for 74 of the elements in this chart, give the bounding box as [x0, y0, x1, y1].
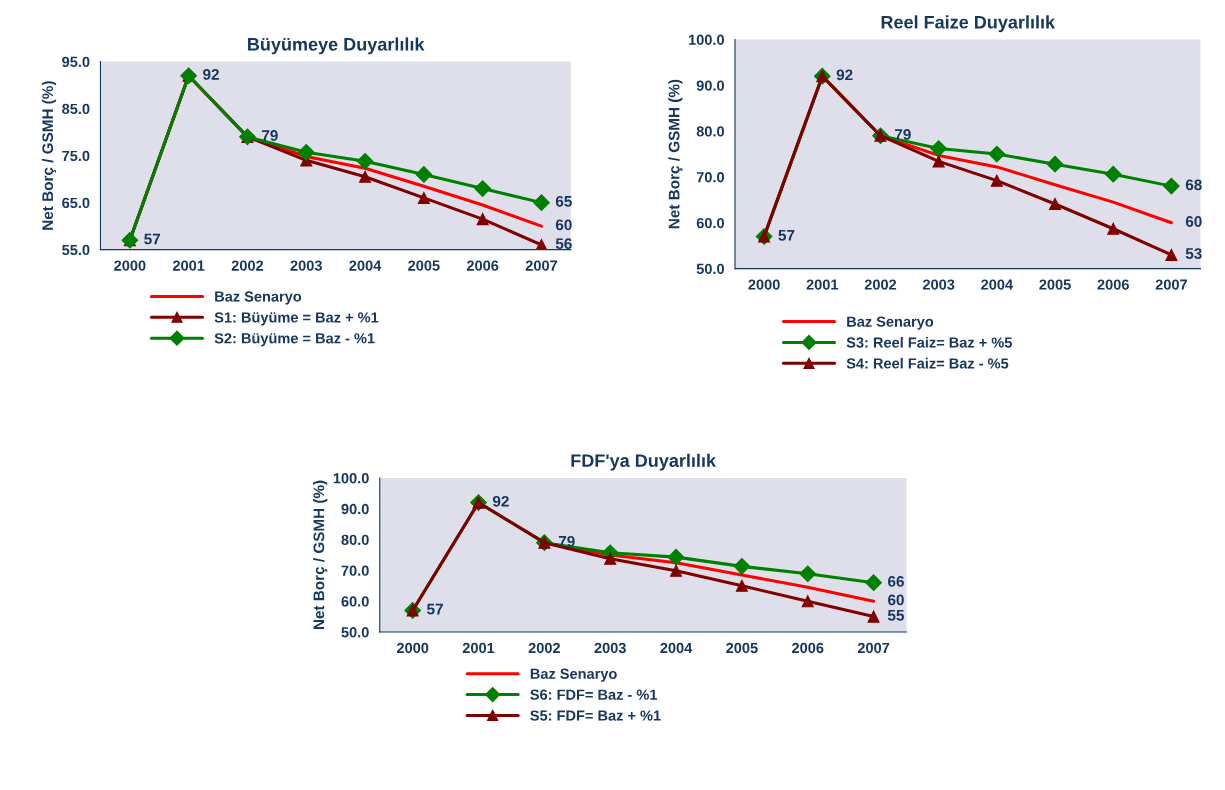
y-tick-label: 90.0 — [696, 80, 724, 91]
legend-label: S4: Reel Faiz= Baz - %5 — [846, 357, 1009, 369]
y-tick-label: 75.0 — [62, 150, 90, 162]
x-tick-label: 2002 — [231, 260, 264, 271]
x-tick-label: 2001 — [172, 260, 205, 271]
data-label: 57 — [778, 229, 795, 241]
data-label: 92 — [836, 69, 853, 81]
data-label: 57 — [144, 233, 161, 245]
x-tick-label: 2003 — [594, 642, 626, 654]
x-tick-label: 2005 — [1039, 279, 1071, 290]
y-axis-title: Net Borç / GSMH (%) — [668, 79, 683, 229]
chart-title: Reel Faize Duyarlılık — [881, 15, 1056, 33]
legend-label: S2: Büyüme = Baz - %1 — [214, 333, 375, 347]
x-tick-label: 2007 — [857, 642, 890, 654]
x-tick-label: 2000 — [114, 260, 146, 271]
y-tick-label: 90.0 — [341, 503, 369, 515]
y-tick-label: 50.0 — [696, 263, 724, 275]
y-tick-label: 100.0 — [333, 473, 369, 484]
x-tick-label: 2002 — [864, 279, 897, 290]
x-tick-label: 2006 — [792, 642, 824, 654]
y-tick-label: 85.0 — [62, 103, 90, 115]
data-label: 66 — [888, 575, 904, 587]
y-tick-label: 55.0 — [62, 244, 90, 256]
x-tick-label: 2001 — [462, 642, 495, 654]
data-label: 53 — [1185, 248, 1202, 259]
x-tick-label: 2006 — [466, 260, 499, 271]
legend-label: Baz Senaryo — [215, 291, 302, 305]
x-tick-label: 2004 — [660, 642, 693, 654]
y-tick-label: 60.0 — [341, 596, 369, 607]
legend-label: S5: FDF= Baz + %1 — [530, 710, 661, 721]
chart-title: FDF'ya Duyarlılık — [571, 453, 717, 471]
x-tick-label: 2007 — [525, 260, 558, 271]
x-tick-label: 2003 — [290, 260, 322, 271]
x-tick-label: 2006 — [1097, 279, 1129, 290]
x-tick-label: 2005 — [408, 260, 440, 271]
data-label: 92 — [492, 495, 509, 507]
data-label: 60 — [555, 219, 572, 231]
x-tick-label: 2004 — [349, 260, 382, 271]
legend-label: Baz Senaryo — [530, 668, 617, 682]
x-tick-label: 2003 — [922, 279, 955, 290]
x-tick-label: 2001 — [806, 279, 839, 290]
data-label: 55 — [887, 610, 905, 621]
x-tick-label: 2007 — [1155, 279, 1187, 290]
y-tick-label: 50.0 — [341, 627, 369, 638]
data-label: 92 — [203, 69, 219, 80]
data-label: 65 — [555, 195, 572, 207]
y-tick-label: 70.0 — [696, 172, 724, 183]
legend-label: Baz Senaryo — [847, 316, 934, 330]
data-label: 57 — [427, 603, 443, 615]
legend-label: S6: FDF= Baz - %1 — [530, 689, 658, 700]
data-label: 60 — [888, 594, 904, 606]
x-tick-label: 2004 — [981, 279, 1013, 290]
y-tick-label: 100.0 — [689, 34, 724, 45]
y-tick-label: 80.0 — [696, 126, 724, 137]
data-label: 79 — [895, 129, 911, 140]
y-axis-title: Net Borç / GSMH (%) — [41, 81, 57, 230]
y-axis-title: Net Borç / GSMH (%) — [313, 480, 328, 630]
y-tick-label: 70.0 — [341, 565, 369, 576]
y-tick-label: 65.0 — [62, 197, 90, 209]
data-label: 79 — [262, 130, 278, 141]
x-tick-label: 2000 — [748, 279, 780, 290]
x-tick-label: 2005 — [726, 642, 758, 654]
data-label: 56 — [555, 238, 572, 250]
y-tick-label: 60.0 — [696, 217, 724, 229]
y-tick-label: 95.0 — [62, 56, 90, 68]
x-tick-label: 2002 — [528, 642, 560, 654]
x-tick-label: 2000 — [396, 642, 429, 654]
legend-label: S1: Büyüme = Baz + %1 — [214, 312, 379, 326]
chart-title: Büyümeye Duyarlılık — [248, 37, 425, 55]
legend-label: S3: Reel Faiz= Baz + %5 — [846, 336, 1012, 348]
data-label: 68 — [1185, 179, 1202, 191]
y-tick-label: 80.0 — [341, 534, 369, 545]
data-label: 60 — [1185, 216, 1202, 227]
data-label: 79 — [558, 535, 575, 547]
